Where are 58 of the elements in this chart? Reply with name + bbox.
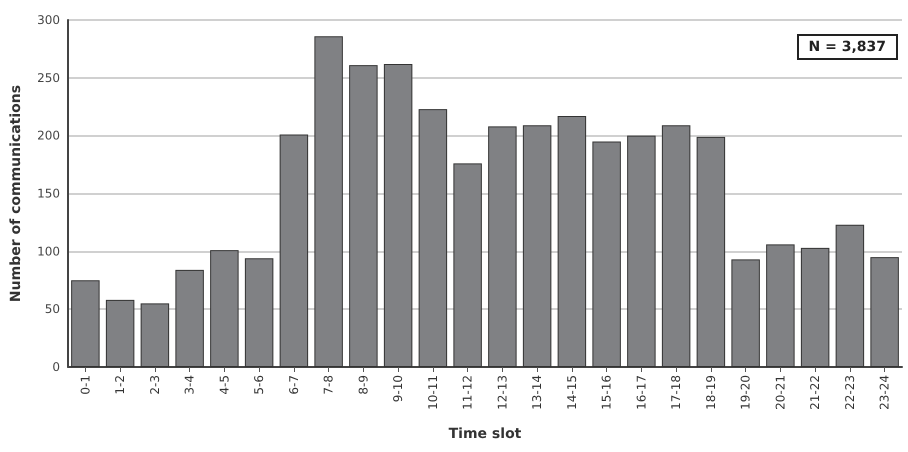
x-tick-label: 21-22 <box>808 375 822 410</box>
y-tick-label: 250 <box>37 70 60 85</box>
bar <box>71 280 100 367</box>
bar <box>766 244 795 367</box>
x-tick-label: 7-8 <box>322 375 336 395</box>
bar <box>175 270 204 367</box>
bar <box>662 125 690 367</box>
bar <box>522 125 552 367</box>
bar <box>800 248 830 367</box>
x-tick-label: 0-1 <box>78 375 92 395</box>
x-tick-label: 20-21 <box>773 375 788 410</box>
y-axis-title: Number of communications <box>8 84 24 302</box>
x-tick-label: 13-14 <box>530 375 544 410</box>
bar <box>731 259 760 367</box>
x-tick-label: 11-12 <box>460 375 475 410</box>
x-tick-label: 22-23 <box>842 375 857 410</box>
y-tick-label: 100 <box>37 244 60 258</box>
x-tick-label: 23-24 <box>878 375 892 410</box>
x-tick-label: 8-9 <box>356 375 370 395</box>
x-tick-label: 1-2 <box>113 375 128 395</box>
bar <box>870 257 899 367</box>
x-tick-label: 2-3 <box>148 375 162 395</box>
x-tick-label: 15-16 <box>600 375 614 410</box>
x-axis-title: Time slot <box>448 426 522 442</box>
bar <box>280 134 308 367</box>
y-tick-label: 200 <box>37 128 60 143</box>
y-tick-label: 300 <box>37 13 60 27</box>
x-tick-label: 16-17 <box>634 375 648 410</box>
x-tick-label: 17-18 <box>669 375 684 410</box>
bar <box>558 116 586 367</box>
x-tick-label: 19-20 <box>738 375 753 410</box>
bar <box>627 136 656 367</box>
x-tick-label: 12-13 <box>495 375 510 410</box>
bar <box>384 64 412 367</box>
x-tick-label: 4-5 <box>217 375 232 395</box>
bar <box>696 136 726 367</box>
y-tick-label: 50 <box>44 302 60 316</box>
x-tick-label: 18-19 <box>704 375 718 410</box>
bar <box>453 163 482 367</box>
x-tick-label: 6-7 <box>286 375 301 395</box>
x-tick-label: 9-10 <box>391 375 406 402</box>
bar <box>418 109 448 367</box>
y-tick-label: 0 <box>52 360 60 374</box>
bar <box>140 303 170 367</box>
bar <box>244 258 274 367</box>
x-tick-label: 10-11 <box>426 375 440 410</box>
x-tick-label: 14-15 <box>564 375 579 410</box>
y-tick-label: 150 <box>37 186 60 200</box>
annotation: N = 3,837 <box>796 34 898 60</box>
bar <box>314 36 343 367</box>
bar <box>349 65 378 367</box>
bar <box>210 250 239 367</box>
x-tick-label: 3-4 <box>182 375 197 395</box>
bar <box>106 300 134 367</box>
bar <box>836 224 864 367</box>
bar <box>592 141 621 367</box>
bar <box>488 126 517 367</box>
x-tick-label: 5-6 <box>252 375 266 395</box>
